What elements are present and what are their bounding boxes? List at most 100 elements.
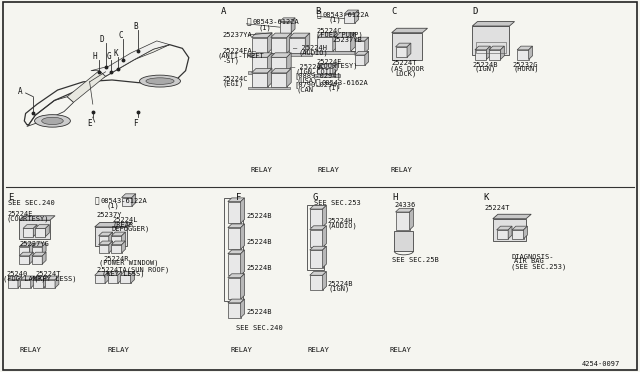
Bar <box>19 256 29 264</box>
Text: (AUDIO): (AUDIO) <box>328 222 357 229</box>
Text: RELAY: RELAY <box>317 167 339 173</box>
Polygon shape <box>335 33 355 37</box>
Polygon shape <box>32 243 46 247</box>
Text: -ST): -ST) <box>223 58 240 64</box>
Bar <box>355 55 365 65</box>
Text: 25224T: 25224T <box>392 60 417 66</box>
Polygon shape <box>111 241 125 245</box>
Text: 08543-6122A: 08543-6122A <box>100 198 147 204</box>
Polygon shape <box>111 232 125 236</box>
Polygon shape <box>493 214 531 219</box>
Polygon shape <box>228 250 244 254</box>
Polygon shape <box>122 241 125 253</box>
Text: — 25224H: — 25224H <box>293 45 327 51</box>
Polygon shape <box>109 232 113 244</box>
Polygon shape <box>35 225 49 228</box>
Polygon shape <box>268 33 272 53</box>
Text: 25224B: 25224B <box>246 239 272 245</box>
Polygon shape <box>228 274 244 278</box>
Text: SEE SEC.240: SEE SEC.240 <box>8 201 55 206</box>
Text: (AUDIO): (AUDIO) <box>299 49 328 56</box>
Ellipse shape <box>42 117 63 125</box>
Text: (KEY LESS): (KEY LESS) <box>34 275 76 282</box>
Text: (CAN: (CAN <box>296 86 314 93</box>
Bar <box>228 278 241 299</box>
Bar <box>122 198 132 206</box>
Polygon shape <box>310 272 326 275</box>
Polygon shape <box>268 53 272 71</box>
Polygon shape <box>287 68 291 87</box>
Text: B: B <box>316 7 321 16</box>
Text: SEE SEC.253: SEE SEC.253 <box>314 201 360 206</box>
Polygon shape <box>19 243 33 247</box>
Text: [0889-0294]: [0889-0294] <box>294 73 341 79</box>
Bar <box>95 227 127 246</box>
Polygon shape <box>486 46 490 60</box>
Text: RELAY: RELAY <box>250 167 272 173</box>
Polygon shape <box>252 68 272 73</box>
Text: 25237YB: 25237YB <box>332 37 362 43</box>
Polygon shape <box>310 205 326 209</box>
Polygon shape <box>271 33 291 38</box>
Polygon shape <box>23 225 37 228</box>
Bar <box>228 303 241 318</box>
Polygon shape <box>55 276 59 288</box>
Text: Ⓢ: Ⓢ <box>95 196 99 205</box>
Text: (1): (1) <box>107 202 120 209</box>
Polygon shape <box>91 41 170 76</box>
Polygon shape <box>33 276 47 280</box>
Text: Ⓢ: Ⓢ <box>317 10 321 19</box>
Text: 08543-6162A: 08543-6162A <box>321 80 368 86</box>
Polygon shape <box>497 226 512 230</box>
Text: (IGN-COIL): (IGN-COIL) <box>296 68 338 75</box>
Text: 25224B: 25224B <box>246 310 272 315</box>
Text: 08543-6122A: 08543-6122A <box>323 12 369 18</box>
Polygon shape <box>99 241 113 245</box>
Bar <box>99 245 109 253</box>
Polygon shape <box>252 53 272 57</box>
Text: 25237Y: 25237Y <box>96 212 122 218</box>
Text: 25224R: 25224R <box>104 256 129 262</box>
Text: 25224C: 25224C <box>317 28 342 33</box>
Polygon shape <box>351 33 355 51</box>
Text: (HORN): (HORN) <box>513 66 539 73</box>
Bar <box>307 205 324 270</box>
Text: (FUEL PUMP): (FUEL PUMP) <box>316 32 362 38</box>
Text: 24336: 24336 <box>395 202 416 208</box>
Bar <box>252 73 268 87</box>
Polygon shape <box>33 225 37 237</box>
Polygon shape <box>271 68 291 73</box>
Text: Ⓢ: Ⓢ <box>316 79 320 88</box>
Text: — 25224C: — 25224C <box>291 64 325 70</box>
Text: D: D <box>99 35 104 44</box>
Polygon shape <box>44 276 47 288</box>
Polygon shape <box>252 33 272 38</box>
Text: (EGI): (EGI) <box>223 80 244 87</box>
Polygon shape <box>32 252 46 256</box>
Text: RELAY: RELAY <box>391 167 413 173</box>
Bar <box>310 209 323 227</box>
Bar <box>23 228 33 237</box>
Polygon shape <box>42 252 46 264</box>
Polygon shape <box>310 246 326 250</box>
Text: 25224TA(SUN ROOF): 25224TA(SUN ROOF) <box>97 266 170 273</box>
Text: AIR BAG: AIR BAG <box>514 258 543 264</box>
Polygon shape <box>508 226 512 239</box>
Text: A: A <box>18 87 23 96</box>
Ellipse shape <box>140 75 180 87</box>
Polygon shape <box>67 71 106 102</box>
Text: F: F <box>132 119 138 128</box>
Bar <box>392 33 422 60</box>
Polygon shape <box>365 51 369 65</box>
Polygon shape <box>108 272 122 275</box>
Polygon shape <box>42 243 46 255</box>
Text: 25237YA: 25237YA <box>223 32 252 38</box>
Text: RELAY: RELAY <box>108 347 129 353</box>
Polygon shape <box>109 241 113 253</box>
Bar <box>512 230 524 239</box>
Bar <box>344 14 355 23</box>
Polygon shape <box>95 222 132 227</box>
Bar <box>317 68 333 74</box>
Bar <box>476 42 506 53</box>
Text: LOCK): LOCK) <box>396 70 417 77</box>
